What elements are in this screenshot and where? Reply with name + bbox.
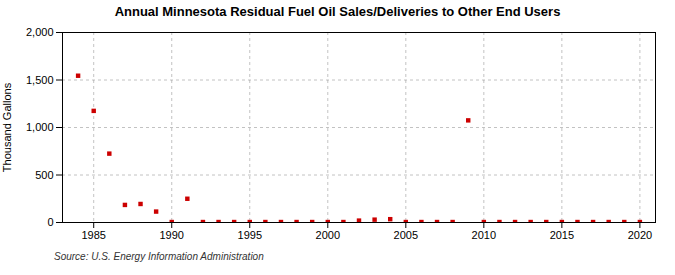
svg-text:2000: 2000 bbox=[316, 229, 340, 241]
svg-text:500: 500 bbox=[35, 169, 53, 181]
html-text:Source: U.S. Energy Informatio: Source: U.S. Energy Information Administ… bbox=[54, 251, 264, 262]
svg-text:2015: 2015 bbox=[550, 229, 574, 241]
html-text:Annual Minnesota Residual Fuel: Annual Minnesota Residual Fuel Oil Sales… bbox=[114, 4, 561, 19]
svg-text:2020: 2020 bbox=[628, 229, 652, 241]
svg-text:1995: 1995 bbox=[238, 229, 262, 241]
svg-text:0: 0 bbox=[47, 216, 53, 228]
svg-text:1990: 1990 bbox=[159, 229, 183, 241]
svg-text:1985: 1985 bbox=[81, 229, 105, 241]
svg-text:2005: 2005 bbox=[394, 229, 418, 241]
svg-text:1,000: 1,000 bbox=[26, 121, 54, 133]
svg-text:1,500: 1,500 bbox=[26, 74, 54, 86]
svg-text:2,000: 2,000 bbox=[26, 26, 54, 38]
svg-text:2010: 2010 bbox=[472, 229, 496, 241]
svg-text:Thousand Gallons: Thousand Gallons bbox=[1, 82, 13, 172]
